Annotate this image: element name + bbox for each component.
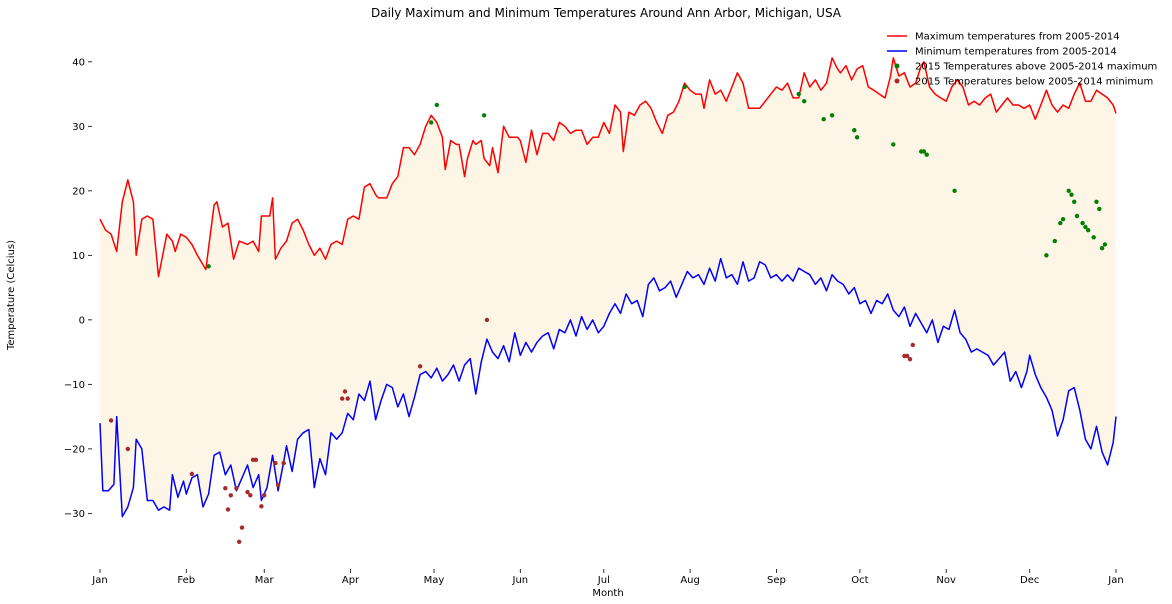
record-high-point: [852, 128, 857, 133]
record-low-point: [259, 504, 264, 509]
record-low-point: [223, 486, 228, 491]
record-high-point: [434, 102, 439, 108]
record-low-point: [417, 364, 423, 369]
x-tick-label: Apr: [342, 575, 360, 586]
record-low-point: [189, 471, 195, 477]
record-high-point: [924, 152, 929, 157]
record-high-point: [829, 113, 835, 118]
record-low-point: [225, 507, 231, 512]
record-high-point: [1091, 235, 1096, 240]
series-lines: [99, 57, 1117, 518]
x-tick-label: Aug: [680, 575, 700, 586]
record-low-point: [237, 539, 242, 544]
record-low-point: [281, 460, 286, 466]
x-tick-label: Jan: [1107, 575, 1123, 586]
record-high-point: [682, 84, 687, 90]
record-low-point: [275, 482, 281, 488]
record-high-point: [1097, 206, 1102, 212]
x-tick-label: Nov: [936, 575, 956, 586]
record-high-point: [1052, 238, 1058, 244]
record-high-point: [1060, 217, 1066, 222]
fill-between-area: [100, 57, 1116, 517]
scatter-points: [108, 84, 1108, 544]
y-tick-label: 20: [72, 186, 85, 197]
x-tick-label: Jun: [512, 575, 529, 586]
record-high-point: [821, 117, 826, 122]
y-tick-label: −20: [64, 444, 85, 455]
record-low-point: [108, 418, 114, 423]
record-low-point: [273, 460, 278, 466]
record-low-point: [253, 457, 259, 462]
record-high-point: [1094, 199, 1099, 204]
record-low-point: [125, 446, 130, 452]
record-low-point: [340, 396, 345, 401]
y-tick-label: −30: [64, 509, 85, 520]
x-tick-label: Jul: [597, 575, 610, 586]
record-low-point: [905, 353, 910, 359]
record-high-point: [1072, 199, 1077, 204]
record-high-point: [921, 149, 927, 154]
x-tick-label: Feb: [177, 575, 195, 586]
x-tick-label: Sep: [767, 575, 786, 586]
record-low-point: [345, 396, 350, 401]
record-high-point: [206, 264, 211, 269]
y-tick-label: −10: [64, 380, 85, 391]
chart-title: Daily Maximum and Minimum Temperatures A…: [371, 6, 842, 20]
record-high-point: [796, 91, 801, 97]
y-tick-label: 40: [72, 57, 85, 68]
record-high-point: [429, 120, 434, 125]
record-low-point: [248, 493, 253, 498]
record-high-point: [891, 142, 896, 147]
max-temperature-line: [99, 57, 1117, 278]
record-high-point: [1086, 228, 1091, 233]
y-tick-label: 10: [72, 251, 85, 262]
y-tick-label: 30: [72, 122, 85, 133]
record-low-point: [239, 525, 245, 530]
record-high-point: [1074, 213, 1080, 219]
legend-swatch: [894, 78, 900, 84]
record-high-point: [1044, 253, 1049, 258]
y-tick-label: 0: [79, 315, 85, 326]
record-low-point: [910, 342, 915, 348]
legend-entry: Maximum temperatures from 2005-2014: [915, 32, 1120, 43]
y-axis: −30 −20 −10 0 10 20 30 40: [64, 57, 92, 520]
record-high-point: [1069, 192, 1074, 197]
record-low-point: [234, 486, 239, 491]
record-high-point: [802, 99, 807, 104]
record-high-point: [952, 188, 957, 193]
record-low-point: [262, 493, 267, 498]
min-temperature-line: [99, 257, 1117, 518]
record-low-point: [342, 389, 348, 394]
record-high-point: [1102, 242, 1108, 247]
record-high-point: [854, 135, 860, 140]
fill-between-band: [100, 57, 1116, 517]
x-axis-label: Month: [592, 588, 623, 599]
record-low-point: [484, 317, 490, 323]
x-tick-label: Oct: [851, 575, 868, 586]
y-axis-label: Temperature (Celcius): [6, 240, 17, 351]
record-high-point: [1058, 220, 1063, 226]
x-axis: Jan Feb Mar Apr May Jun Jul Aug Sep Oct Nov Dec Jan: [91, 569, 1124, 586]
legend-entry: Minimum temperatures from 2005-2014: [915, 47, 1117, 58]
legend-entry: 2015 Temperatures above 2005-2014 maximu…: [915, 62, 1157, 73]
legend-entry: 2015 Temperatures below 2005-2014 minimu…: [915, 77, 1153, 88]
record-low-point: [228, 493, 233, 498]
record-low-point: [245, 489, 250, 495]
record-high-point: [1066, 188, 1071, 193]
legend-swatch: [894, 63, 900, 69]
legend: Maximum temperatures from 2005-2014 Minim…: [887, 32, 1157, 88]
x-tick-label: Dec: [1020, 575, 1039, 586]
x-tick-label: Mar: [255, 575, 275, 586]
record-low-point: [907, 357, 913, 362]
record-high-point: [481, 113, 487, 118]
record-high-point: [1083, 224, 1088, 230]
record-high-point: [1099, 246, 1105, 251]
x-tick-label: May: [424, 575, 445, 586]
x-tick-label: Jan: [91, 575, 107, 586]
record-high-point: [1080, 220, 1085, 226]
